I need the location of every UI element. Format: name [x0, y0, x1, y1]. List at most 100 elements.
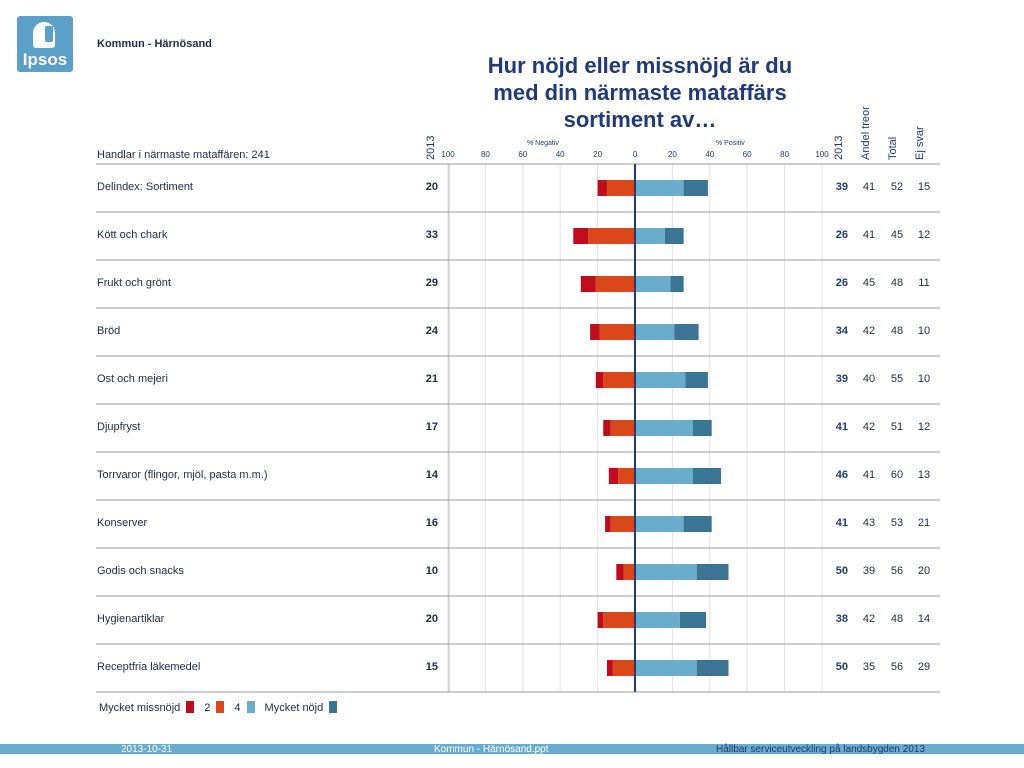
- row-label: Delindex: Sortiment: [97, 181, 193, 193]
- negative-2013-value: 10: [425, 565, 438, 577]
- bar-level2: [595, 276, 635, 292]
- bar-very-satisfied: [696, 660, 729, 676]
- chart-title-line-2: med din närmaste mataffärs: [493, 80, 787, 105]
- chart-title-line-1: Hur nöjd eller missnöjd är du: [487, 53, 793, 78]
- total-value: 55: [890, 373, 904, 385]
- positive-2013-value: 41: [835, 421, 848, 433]
- bar-very-dissatisfied: [595, 372, 604, 388]
- axis-label-negative: % Negativ: [527, 140, 559, 147]
- bar-level4: [635, 324, 675, 340]
- row-label: Kött och chark: [97, 229, 168, 241]
- positive-2013-value: 26: [835, 229, 848, 241]
- total-value: 56: [890, 661, 904, 673]
- x-tick-label: 80: [480, 150, 490, 159]
- ej-svar-value: 29: [917, 661, 931, 673]
- bar-very-dissatisfied: [608, 468, 619, 484]
- footer-project: Hållbar serviceutveckling på landsbygden…: [716, 744, 926, 755]
- positive-2013-value: 50: [835, 565, 848, 577]
- ej-svar-value: 15: [917, 181, 931, 193]
- total-value: 52: [890, 181, 904, 193]
- total-value: 60: [890, 469, 904, 481]
- bar-level2: [599, 324, 635, 340]
- ej-svar-value: 14: [917, 613, 931, 625]
- total-value: 51: [890, 421, 904, 433]
- x-tick-label: 60: [518, 150, 528, 159]
- bar-very-dissatisfied: [580, 276, 596, 292]
- bar-level4: [635, 276, 671, 292]
- organization-label: Kommun - Härnösand: [97, 38, 212, 50]
- negative-2013-value: 29: [425, 277, 438, 289]
- row-label: Bröd: [97, 325, 121, 337]
- bar-level2: [618, 468, 635, 484]
- bar-level2: [623, 564, 635, 580]
- footer-date: 2013-10-31: [121, 744, 173, 755]
- bar-level2: [588, 228, 635, 244]
- ej-svar-value: 12: [917, 229, 931, 241]
- base-label: Handlar i närmaste mataffären: 241: [97, 149, 270, 161]
- positive-2013-value: 50: [835, 661, 848, 673]
- total-value: 48: [890, 277, 904, 289]
- positive-2013-value: 39: [835, 181, 848, 193]
- ej-svar-value: 21: [917, 517, 931, 529]
- bar-level4: [635, 468, 693, 484]
- bar-very-dissatisfied: [605, 516, 611, 532]
- bar-very-satisfied: [692, 468, 722, 484]
- legend: Mycket missnöjd 2 4 Mycket nöjd: [99, 698, 347, 716]
- bar-very-dissatisfied: [590, 324, 600, 340]
- positive-2013-value: 46: [835, 469, 848, 481]
- row-label: Djupfryst: [97, 421, 141, 433]
- andel-treor-value: 39: [862, 565, 876, 577]
- footer-bar: [0, 744, 1024, 754]
- legend-swatch: [186, 700, 195, 713]
- row-label: Konserver: [97, 517, 148, 529]
- legend-swatch: [216, 700, 225, 713]
- row-label: Ost och mejeri: [97, 373, 168, 385]
- negative-2013-value: 24: [425, 325, 438, 337]
- x-tick-label: 40: [705, 150, 715, 159]
- positive-2013-value: 38: [835, 613, 848, 625]
- bar-very-dissatisfied: [573, 228, 589, 244]
- x-tick-label: 80: [780, 150, 790, 159]
- total-value: 56: [890, 565, 904, 577]
- x-tick-label: 100: [815, 150, 829, 159]
- bar-very-satisfied: [683, 180, 708, 196]
- bar-very-satisfied: [685, 372, 708, 388]
- andel-treor-value: 42: [862, 421, 876, 433]
- bar-very-satisfied: [683, 516, 712, 532]
- bar-very-dissatisfied: [606, 660, 613, 676]
- bar-level4: [635, 516, 684, 532]
- ej-svar-value: 12: [917, 421, 931, 433]
- bar-very-satisfied: [679, 612, 707, 628]
- bar-very-dissatisfied: [603, 420, 611, 436]
- ej-svar-value: 10: [917, 325, 931, 337]
- row-label: Receptfria läkemedel: [97, 661, 201, 673]
- legend-label: Mycket missnöjd: [99, 702, 181, 714]
- ej-svar-value: 13: [917, 469, 931, 481]
- bar-level4: [635, 228, 665, 244]
- positive-2013-value: 26: [835, 277, 848, 289]
- bar-level2: [610, 420, 635, 436]
- footer-file: Kommun - Härnösand.ppt: [434, 744, 549, 755]
- legend-label: Mycket nöjd: [264, 702, 324, 714]
- ej-svar-value: 10: [917, 373, 931, 385]
- andel-treor-value: 45: [862, 277, 876, 289]
- ej-svar-value: 20: [917, 565, 931, 577]
- andel-treor-value: 35: [862, 661, 876, 673]
- negative-2013-value: 33: [425, 229, 438, 241]
- negative-2013-value: 14: [425, 469, 438, 481]
- x-tick-label: 0: [632, 150, 638, 159]
- negative-2013-value: 20: [425, 613, 438, 625]
- negative-2013-value: 20: [425, 181, 438, 193]
- total-value: 45: [890, 229, 904, 241]
- row-label: Torrvaror (flingor, mjöl, pasta m.m.): [97, 469, 268, 481]
- row-label: Godis och snacks: [97, 565, 184, 577]
- row-label: Hygienartiklar: [97, 613, 165, 625]
- logo-text: Ipsos: [22, 50, 68, 69]
- andel-treor-value: 41: [862, 229, 876, 241]
- bar-level4: [635, 612, 680, 628]
- bar-level2: [610, 516, 635, 532]
- bar-level4: [635, 564, 697, 580]
- andel-treor-value: 41: [862, 181, 876, 193]
- bar-level2: [612, 660, 635, 676]
- legend-label: 2: [204, 702, 211, 714]
